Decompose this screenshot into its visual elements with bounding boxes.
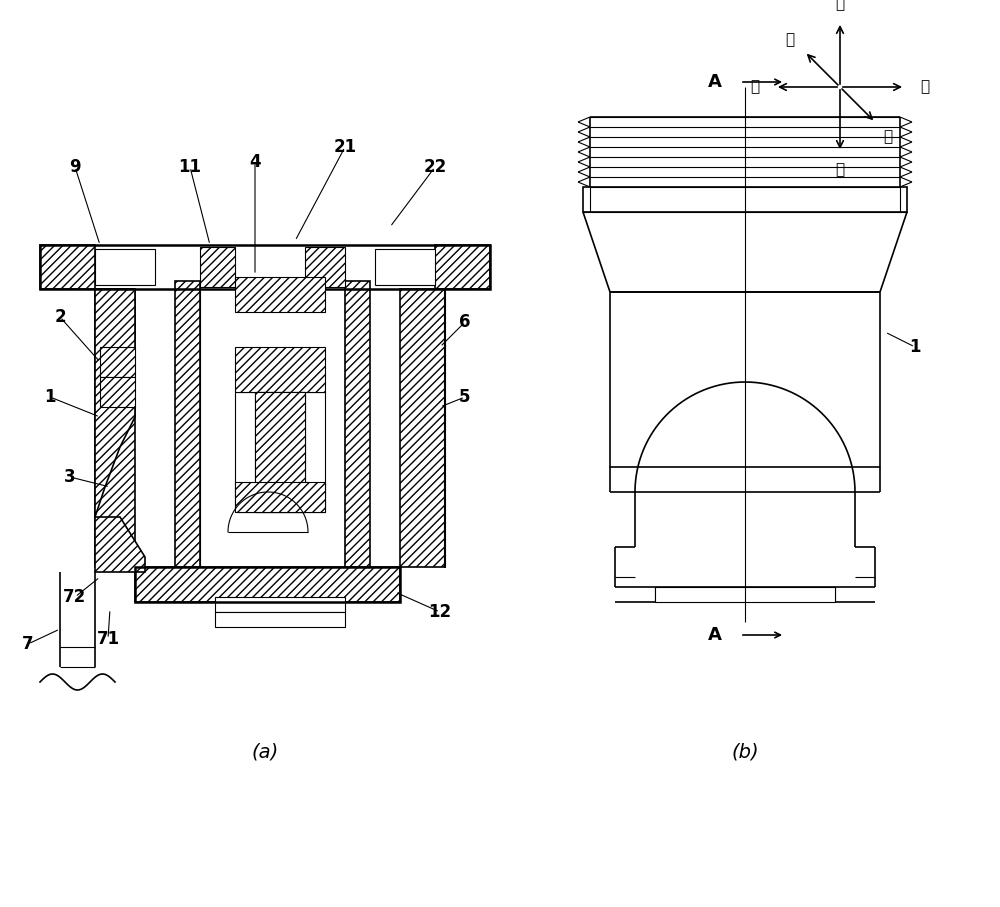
Bar <box>100 377 135 407</box>
Text: A: A <box>708 73 722 91</box>
Bar <box>175 281 200 572</box>
Bar <box>215 597 345 612</box>
Text: 21: 21 <box>333 138 357 156</box>
Text: 2: 2 <box>54 308 66 326</box>
Bar <box>235 482 325 512</box>
Text: 72: 72 <box>63 588 87 606</box>
Bar <box>95 289 135 567</box>
Bar <box>40 245 490 289</box>
Bar <box>255 392 305 512</box>
Bar <box>235 277 325 312</box>
Bar <box>235 347 325 392</box>
Text: 5: 5 <box>459 388 471 406</box>
Bar <box>95 249 155 285</box>
Text: 9: 9 <box>69 158 81 176</box>
Bar <box>444 289 445 567</box>
Bar <box>375 249 435 285</box>
Text: 1: 1 <box>44 388 56 406</box>
Text: 11: 11 <box>178 158 202 176</box>
Bar <box>583 187 907 212</box>
Bar <box>100 347 135 377</box>
Text: 22: 22 <box>423 158 447 176</box>
Text: 前: 前 <box>883 129 892 144</box>
Text: 4: 4 <box>249 153 261 171</box>
Text: 右: 右 <box>920 80 930 94</box>
Polygon shape <box>95 289 135 517</box>
Text: 12: 12 <box>428 603 452 621</box>
Text: 下: 下 <box>835 162 845 178</box>
Text: 6: 6 <box>459 313 471 331</box>
Bar <box>215 612 345 627</box>
Text: 1: 1 <box>909 338 921 356</box>
Text: 后: 后 <box>785 32 794 47</box>
Bar <box>135 567 400 602</box>
Text: (b): (b) <box>731 743 759 762</box>
Text: 3: 3 <box>64 468 76 486</box>
Text: (a): (a) <box>251 743 279 762</box>
Bar <box>255 392 305 512</box>
Text: 上: 上 <box>835 0 845 12</box>
Bar <box>135 567 400 602</box>
Bar <box>610 292 880 467</box>
Bar <box>40 245 95 289</box>
Text: 左: 左 <box>750 80 760 94</box>
Bar <box>435 245 490 289</box>
Bar <box>200 281 345 572</box>
Text: 71: 71 <box>96 630 120 648</box>
Bar <box>345 281 370 572</box>
Bar <box>305 247 345 287</box>
Text: A: A <box>708 626 722 644</box>
Bar <box>655 587 835 602</box>
Text: 7: 7 <box>22 635 34 653</box>
Bar <box>235 392 325 512</box>
Bar <box>200 247 235 287</box>
Polygon shape <box>95 517 145 572</box>
Bar <box>400 289 445 567</box>
